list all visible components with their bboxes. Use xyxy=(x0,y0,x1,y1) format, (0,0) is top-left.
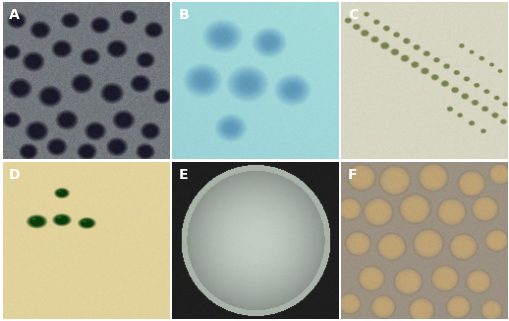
Text: F: F xyxy=(347,169,357,182)
Text: B: B xyxy=(178,8,189,22)
Text: D: D xyxy=(9,169,21,182)
Text: A: A xyxy=(9,8,20,22)
Text: E: E xyxy=(178,169,188,182)
Text: C: C xyxy=(347,8,357,22)
